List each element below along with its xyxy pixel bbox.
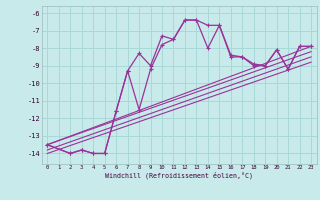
X-axis label: Windchill (Refroidissement éolien,°C): Windchill (Refroidissement éolien,°C): [105, 172, 253, 179]
